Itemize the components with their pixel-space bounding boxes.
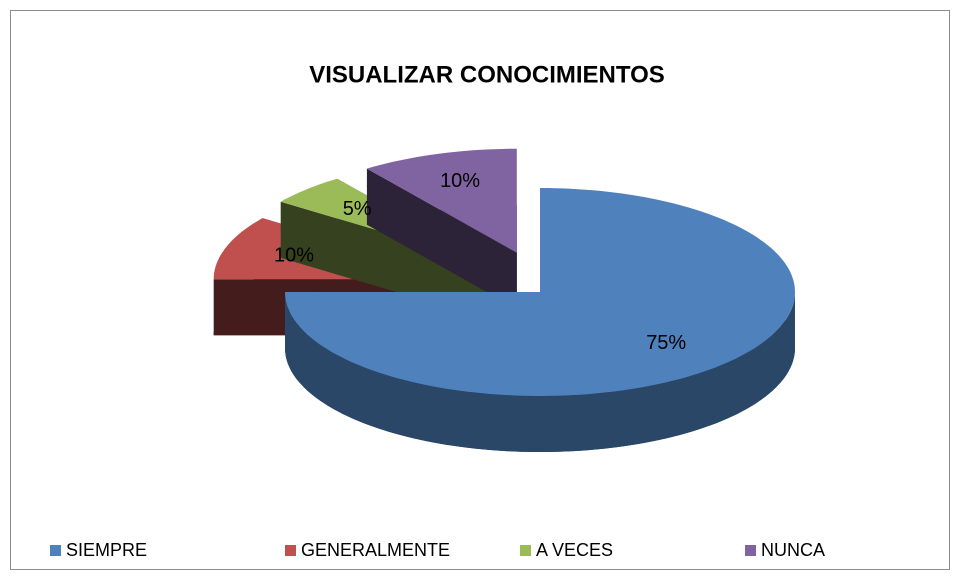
data-label: 10%	[274, 244, 314, 266]
legend-label: SIEMPRE	[66, 540, 147, 560]
legend-label: A VECES	[536, 540, 613, 560]
chart-title: VISUALIZAR CONOCIMIENTOS	[309, 61, 665, 88]
data-label: 5%	[343, 198, 372, 220]
slice-side	[366, 168, 517, 309]
legend-label: GENERALMENTE	[301, 540, 450, 560]
slice	[285, 188, 795, 396]
legend-swatch	[745, 545, 756, 556]
slice	[366, 148, 517, 253]
data-label: 10%	[440, 170, 480, 192]
data-label: 75%	[646, 332, 686, 354]
legend-swatch	[285, 545, 296, 556]
legend-swatch	[520, 545, 531, 556]
legend-swatch	[50, 545, 61, 556]
slice-wall	[285, 292, 795, 452]
legend-label: NUNCA	[761, 540, 825, 560]
